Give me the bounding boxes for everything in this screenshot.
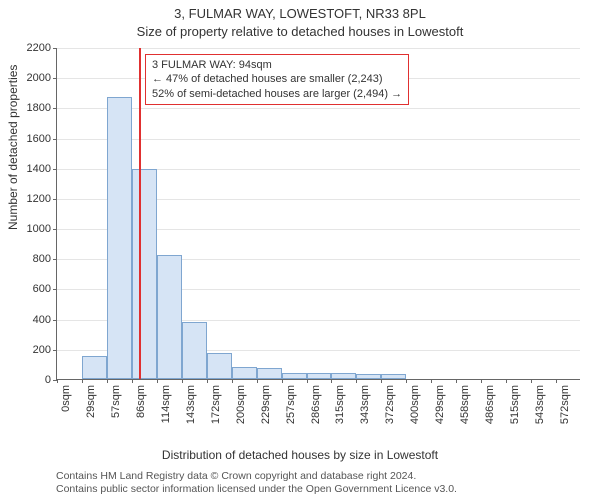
page-subtitle: Size of property relative to detached ho… (0, 24, 600, 39)
x-tick-label: 429sqm (434, 385, 446, 424)
y-tick-label: 1000 (27, 223, 51, 235)
x-tick-mark (82, 379, 83, 383)
x-tick-label: 29sqm (85, 385, 97, 418)
x-tick-label: 200sqm (235, 385, 247, 424)
page-title: 3, FULMAR WAY, LOWESTOFT, NR33 8PL (0, 6, 600, 21)
x-tick-label: 229sqm (260, 385, 272, 424)
y-tick-label: 0 (45, 374, 51, 386)
x-tick-mark (531, 379, 532, 383)
y-axis-label: Number of detached properties (6, 65, 20, 230)
histogram-bar (157, 255, 182, 379)
annotation-box: 3 FULMAR WAY: 94sqm ← 47% of detached ho… (145, 54, 409, 105)
y-tick-label: 1200 (27, 193, 51, 205)
x-axis-label: Distribution of detached houses by size … (0, 448, 600, 462)
y-tick-label: 400 (33, 314, 51, 326)
x-tick-mark (107, 379, 108, 383)
y-tick-label: 1400 (27, 163, 51, 175)
x-tick-label: 0sqm (60, 385, 72, 412)
x-tick-mark (506, 379, 507, 383)
x-tick-label: 372sqm (384, 385, 396, 424)
x-tick-mark (207, 379, 208, 383)
x-tick-mark (182, 379, 183, 383)
annotation-line-1: 3 FULMAR WAY: 94sqm (152, 58, 402, 72)
x-tick-label: 486sqm (484, 385, 496, 424)
histogram-bar (282, 373, 307, 379)
y-tick-label: 1800 (27, 102, 51, 114)
x-tick-mark (381, 379, 382, 383)
x-tick-label: 86sqm (135, 385, 147, 418)
x-tick-mark (132, 379, 133, 383)
x-tick-label: 543sqm (534, 385, 546, 424)
x-tick-label: 572sqm (559, 385, 571, 424)
x-tick-mark (257, 379, 258, 383)
annotation-line-2: ← 47% of detached houses are smaller (2,… (152, 72, 402, 86)
x-tick-mark (406, 379, 407, 383)
histogram-bar (331, 373, 356, 379)
x-tick-mark (556, 379, 557, 383)
x-tick-label: 515sqm (509, 385, 521, 424)
histogram-bar (207, 353, 232, 379)
x-tick-mark (232, 379, 233, 383)
y-tick-label: 2200 (27, 42, 51, 54)
x-tick-mark (456, 379, 457, 383)
annotation-line-3: 52% of semi-detached houses are larger (… (152, 87, 402, 101)
property-marker-line (139, 48, 141, 379)
x-tick-mark (331, 379, 332, 383)
x-tick-mark (307, 379, 308, 383)
y-tick-label: 800 (33, 253, 51, 265)
histogram-bar (381, 374, 406, 379)
x-tick-label: 400sqm (409, 385, 421, 424)
x-tick-label: 315sqm (334, 385, 346, 424)
y-tick-label: 2000 (27, 72, 51, 84)
x-tick-label: 286sqm (310, 385, 322, 424)
attribution-line-2: Contains public sector information licen… (56, 483, 592, 496)
x-tick-label: 257sqm (285, 385, 297, 424)
y-tick-label: 1600 (27, 133, 51, 145)
histogram-bar (356, 374, 381, 379)
x-tick-label: 114sqm (160, 385, 172, 423)
histogram-bar (82, 356, 107, 379)
x-tick-mark (157, 379, 158, 383)
x-tick-mark (57, 379, 58, 383)
histogram-bar (257, 368, 282, 379)
histogram-bar (232, 367, 257, 379)
x-tick-label: 458sqm (459, 385, 471, 424)
x-tick-mark (481, 379, 482, 383)
x-tick-mark (356, 379, 357, 383)
x-tick-mark (431, 379, 432, 383)
x-tick-mark (282, 379, 283, 383)
x-tick-label: 57sqm (110, 385, 122, 418)
x-tick-label: 343sqm (359, 385, 371, 424)
y-tick-label: 600 (33, 283, 51, 295)
y-tick-label: 200 (33, 344, 51, 356)
x-tick-label: 172sqm (210, 385, 222, 424)
plot-area: 3 FULMAR WAY: 94sqm ← 47% of detached ho… (56, 48, 580, 380)
histogram-bar (132, 169, 157, 379)
histogram-bar (107, 97, 132, 379)
x-tick-label: 143sqm (185, 385, 197, 424)
attribution: Contains HM Land Registry data © Crown c… (56, 470, 592, 496)
histogram-bar (307, 373, 332, 379)
attribution-line-1: Contains HM Land Registry data © Crown c… (56, 470, 592, 483)
histogram-bar (182, 322, 207, 379)
figure-root: 3, FULMAR WAY, LOWESTOFT, NR33 8PL Size … (0, 0, 600, 500)
